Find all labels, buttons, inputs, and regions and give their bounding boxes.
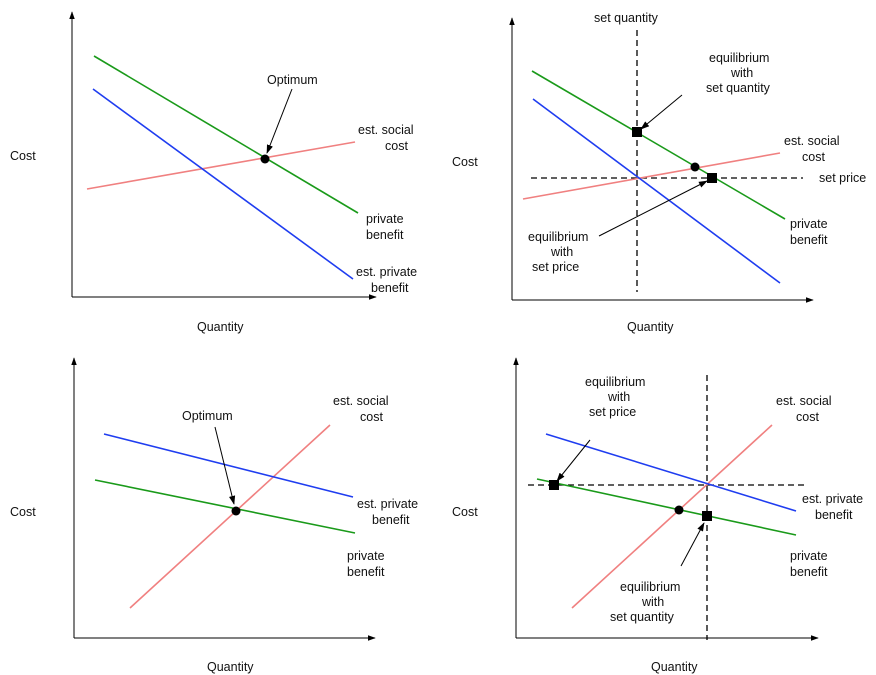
est-private-benefit-line bbox=[545, 433, 797, 512]
eq-set-quantity-label: equilibrium with set quantity bbox=[706, 51, 773, 95]
optimum-label: Optimum bbox=[182, 409, 233, 423]
eq-set-price-label: equilibrium with set price bbox=[528, 230, 592, 274]
social-cost-label: est. social cost bbox=[784, 134, 843, 164]
social-cost-line bbox=[86, 141, 356, 190]
y-axis-label: Cost bbox=[10, 149, 36, 163]
eq-set-quantity-pointer bbox=[680, 522, 705, 567]
social-cost-label: est. social cost bbox=[776, 394, 835, 424]
private-benefit-label: private benefit bbox=[790, 549, 831, 579]
private-benefit-line bbox=[531, 70, 786, 220]
y-axis-label: Cost bbox=[10, 505, 36, 519]
eq-set-price-label: equilibrium with set price bbox=[585, 375, 649, 419]
optimum-point bbox=[690, 162, 700, 172]
eq-set-price-pointer bbox=[556, 439, 591, 482]
optimum-pointer bbox=[214, 426, 236, 505]
private-benefit-line bbox=[93, 55, 359, 214]
set-quantity-label: set quantity bbox=[594, 11, 659, 25]
y-axis-label: Cost bbox=[452, 505, 478, 519]
y-axis-label: Cost bbox=[452, 155, 478, 169]
est-private-benefit-line bbox=[92, 88, 354, 280]
set-price-label: set price bbox=[819, 171, 866, 185]
panel-bottom-right: Cost Quantity equilibrium with set price… bbox=[452, 357, 867, 674]
eq-set-price-marker bbox=[707, 173, 717, 183]
optimum-point bbox=[674, 505, 684, 515]
optimum-point bbox=[260, 154, 270, 164]
social-cost-label: est. social cost bbox=[358, 123, 417, 153]
private-benefit-line bbox=[94, 479, 356, 534]
panel-top-left: Cost Quantity Optimum est. social cost p… bbox=[10, 11, 421, 334]
social-cost-line bbox=[129, 424, 331, 609]
x-axis-label: Quantity bbox=[197, 320, 244, 334]
social-cost-line bbox=[522, 152, 781, 200]
optimum-label: Optimum bbox=[267, 73, 318, 87]
social-cost-line bbox=[571, 424, 773, 609]
eq-set-price-pointer bbox=[598, 180, 708, 237]
eq-set-price-marker bbox=[549, 480, 559, 490]
x-axis-label: Quantity bbox=[207, 660, 254, 674]
est-private-benefit-label: est. private benefit bbox=[356, 265, 421, 295]
private-benefit-line bbox=[536, 478, 797, 536]
panel-bottom-left: Cost Quantity Optimum est. social cost e… bbox=[10, 357, 422, 674]
eq-set-quantity-label: equilibrium with set quantity bbox=[610, 580, 684, 624]
private-benefit-label: private benefit bbox=[347, 549, 388, 579]
optimum-pointer bbox=[266, 88, 293, 154]
private-benefit-label: private benefit bbox=[366, 212, 407, 242]
panel-top-right: Cost Quantity set quantity set price equ… bbox=[452, 11, 866, 334]
eq-set-quantity-marker bbox=[632, 127, 642, 137]
eq-set-quantity-marker bbox=[702, 511, 712, 521]
est-private-benefit-line bbox=[532, 98, 781, 284]
est-private-benefit-label: est. private benefit bbox=[802, 492, 867, 522]
private-benefit-label: private benefit bbox=[790, 217, 831, 247]
eq-set-quantity-pointer bbox=[640, 94, 683, 130]
social-cost-label: est. social cost bbox=[333, 394, 392, 424]
x-axis-label: Quantity bbox=[627, 320, 674, 334]
est-private-benefit-label: est. private benefit bbox=[357, 497, 422, 527]
optimum-point bbox=[231, 506, 241, 516]
est-private-benefit-line bbox=[103, 433, 354, 498]
x-axis-label: Quantity bbox=[651, 660, 698, 674]
